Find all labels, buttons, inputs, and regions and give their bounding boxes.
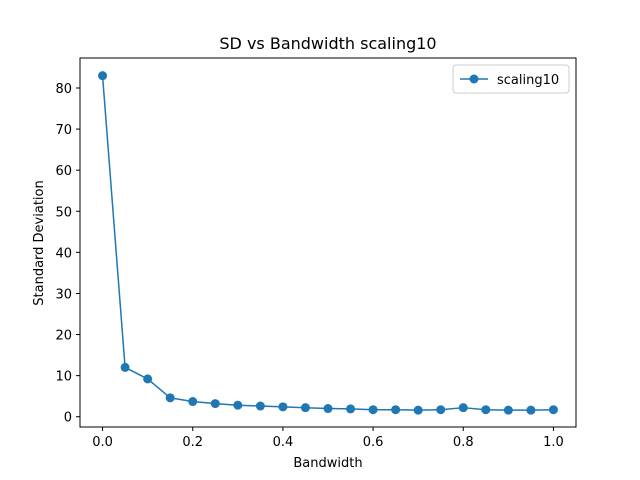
data-point [481, 405, 491, 415]
data-point [300, 403, 310, 413]
data-point [255, 401, 265, 411]
y-tick-label: 80 [55, 82, 72, 97]
chart-title: SD vs Bandwidth scaling10 [219, 34, 436, 53]
x-tick-label: 1.0 [543, 435, 564, 450]
y-tick-label: 60 [55, 164, 72, 179]
x-axis-label: Bandwidth [293, 456, 362, 471]
y-axis-label: Standard Deviation [32, 180, 47, 305]
y-tick-label: 70 [55, 123, 72, 138]
data-point [323, 404, 333, 414]
y-axis-ticks: 0 10 20 30 40 50 60 70 80 [55, 82, 80, 426]
legend-box [452, 64, 570, 94]
y-tick-label: 30 [55, 287, 72, 302]
data-point [120, 362, 130, 372]
data-point [188, 397, 198, 407]
data-point [278, 402, 288, 412]
x-tick-label: 0.8 [453, 435, 474, 450]
data-point [548, 405, 558, 415]
data-point [210, 399, 220, 409]
data-point [165, 393, 175, 403]
data-point [143, 374, 153, 384]
x-tick-label: 0.2 [182, 435, 203, 450]
data-point [436, 405, 446, 415]
data-point [98, 71, 108, 81]
x-tick-label: 0.6 [363, 435, 384, 450]
x-axis-ticks: 0.0 0.2 0.4 0.6 0.8 1.0 [92, 427, 564, 450]
legend-marker [469, 74, 479, 84]
data-point [346, 404, 356, 414]
plot-frame [79, 57, 577, 428]
y-tick-label: 40 [55, 246, 72, 261]
data-point [526, 405, 536, 415]
x-tick-label: 0.4 [273, 435, 294, 450]
legend-label: scaling10 [497, 73, 559, 88]
series-layer [98, 71, 558, 415]
data-point [458, 403, 468, 413]
y-tick-label: 0 [64, 411, 72, 426]
data-point [368, 405, 378, 415]
data-point [413, 405, 423, 415]
data-point [391, 405, 401, 415]
y-tick-label: 20 [55, 329, 72, 344]
y-tick-label: 50 [55, 205, 72, 220]
x-tick-label: 0.0 [92, 435, 113, 450]
legend: scaling10 [452, 64, 570, 94]
data-point [233, 400, 243, 410]
y-tick-label: 10 [55, 370, 72, 385]
data-point [503, 405, 513, 415]
